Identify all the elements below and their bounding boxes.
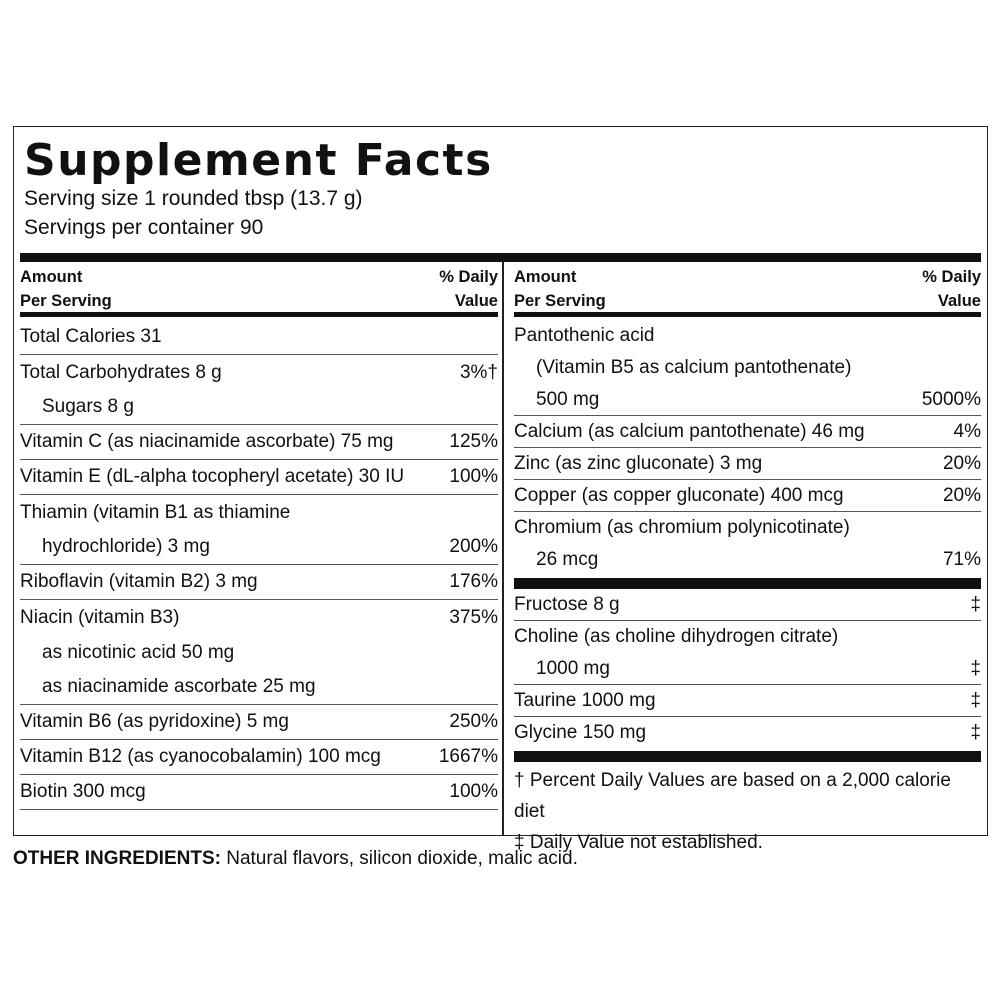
servings-per-container: Servings per container 90 xyxy=(24,216,264,239)
column-header: Amount Per Serving % Daily Value xyxy=(514,262,981,312)
nutrient-row: Sugars 8 g xyxy=(20,390,498,425)
header-rule xyxy=(20,312,498,317)
nutrient-row: Fructose 8 g ‡ xyxy=(514,589,981,621)
nutrient-row: Glycine 150 mg ‡ xyxy=(514,722,981,743)
footnote-double-dagger: ‡ Daily Value not established. xyxy=(514,832,763,853)
section-rule xyxy=(514,751,981,762)
panel-title: Supplement Facts xyxy=(24,135,493,186)
nutrient-row: Copper (as copper gluconate) 400 mcg 20% xyxy=(514,480,981,512)
footnote-dagger: † Percent Daily Values are based on a 2,… xyxy=(514,770,951,822)
nutrient-row: 1000 mg ‡ xyxy=(514,653,981,685)
nutrient-row: Choline (as choline dihydrogen citrate) xyxy=(514,626,839,647)
nutrient-row: Total Carbohydrates 8 g 3%† xyxy=(20,361,498,383)
other-ingredients-text: Natural flavors, silicon dioxide, malic … xyxy=(220,848,578,869)
daily-value-header: % Daily Value xyxy=(922,268,981,310)
other-ingredients: OTHER INGREDIENTS: Natural flavors, sili… xyxy=(13,846,578,872)
left-column: Amount Per Serving % Daily Value Total C… xyxy=(20,262,498,829)
nutrient-row: Zinc (as zinc gluconate) 3 mg 20% xyxy=(514,448,981,480)
nutrient-row: Chromium (as chromium polynicotinate) xyxy=(514,517,850,538)
serving-size: Serving size 1 rounded tbsp (13.7 g) xyxy=(24,187,363,210)
nutrient-row: Riboflavin (vitamin B2) 3 mg 176% xyxy=(20,565,498,600)
section-rule xyxy=(514,578,981,589)
supplement-facts-panel: Supplement Facts Serving size 1 rounded … xyxy=(13,126,988,853)
right-column: Amount Per Serving % Daily Value Pantoth… xyxy=(514,262,981,853)
column-header: Amount Per Serving % Daily Value xyxy=(20,262,498,312)
amount-header: Amount Per Serving xyxy=(20,268,112,310)
nutrient-row: 500 mg 5000% xyxy=(514,384,981,416)
column-divider xyxy=(502,262,504,835)
nutrient-row: Vitamin E (dL-alpha tocopheryl acetate) … xyxy=(20,460,498,495)
nutrient-row: 26 mcg 71% xyxy=(536,549,981,570)
other-ingredients-label: OTHER INGREDIENTS: xyxy=(13,848,221,869)
daily-value-header: % Daily Value xyxy=(439,268,498,310)
nutrient-row: Total Calories 31 xyxy=(20,320,498,355)
nutrient-row: as nicotinic acid 50 mg xyxy=(42,641,235,663)
nutrient-row: Vitamin C (as niacinamide ascorbate) 75 … xyxy=(20,425,498,460)
nutrient-row: (Vitamin B5 as calcium pantothenate) xyxy=(536,357,852,378)
nutrient-row: Niacin (vitamin B3) 375% xyxy=(20,606,498,628)
nutrient-row: Vitamin B6 (as pyridoxine) 5 mg 250% xyxy=(20,705,498,740)
nutrient-row: Vitamin B12 (as cyanocobalamin) 100 mcg 1… xyxy=(20,740,498,775)
amount-header: Amount Per Serving xyxy=(514,268,606,310)
nutrient-row: Thiamin (vitamin B1 as thiamine xyxy=(20,501,291,523)
nutrient-row: hydrochloride) 3 mg 200% xyxy=(20,530,498,565)
nutrient-row: Biotin 300 mcg 100% xyxy=(20,775,498,810)
nutrient-row: Taurine 1000 mg ‡ xyxy=(514,685,981,717)
header-rule xyxy=(514,312,981,317)
nutrient-row: Pantothenic acid xyxy=(514,325,655,346)
nutrient-row: Calcium (as calcium pantothenate) 46 mg 4… xyxy=(514,416,981,448)
nutrient-row: as niacinamide ascorbate 25 mg xyxy=(20,670,498,705)
thick-rule xyxy=(20,253,981,262)
